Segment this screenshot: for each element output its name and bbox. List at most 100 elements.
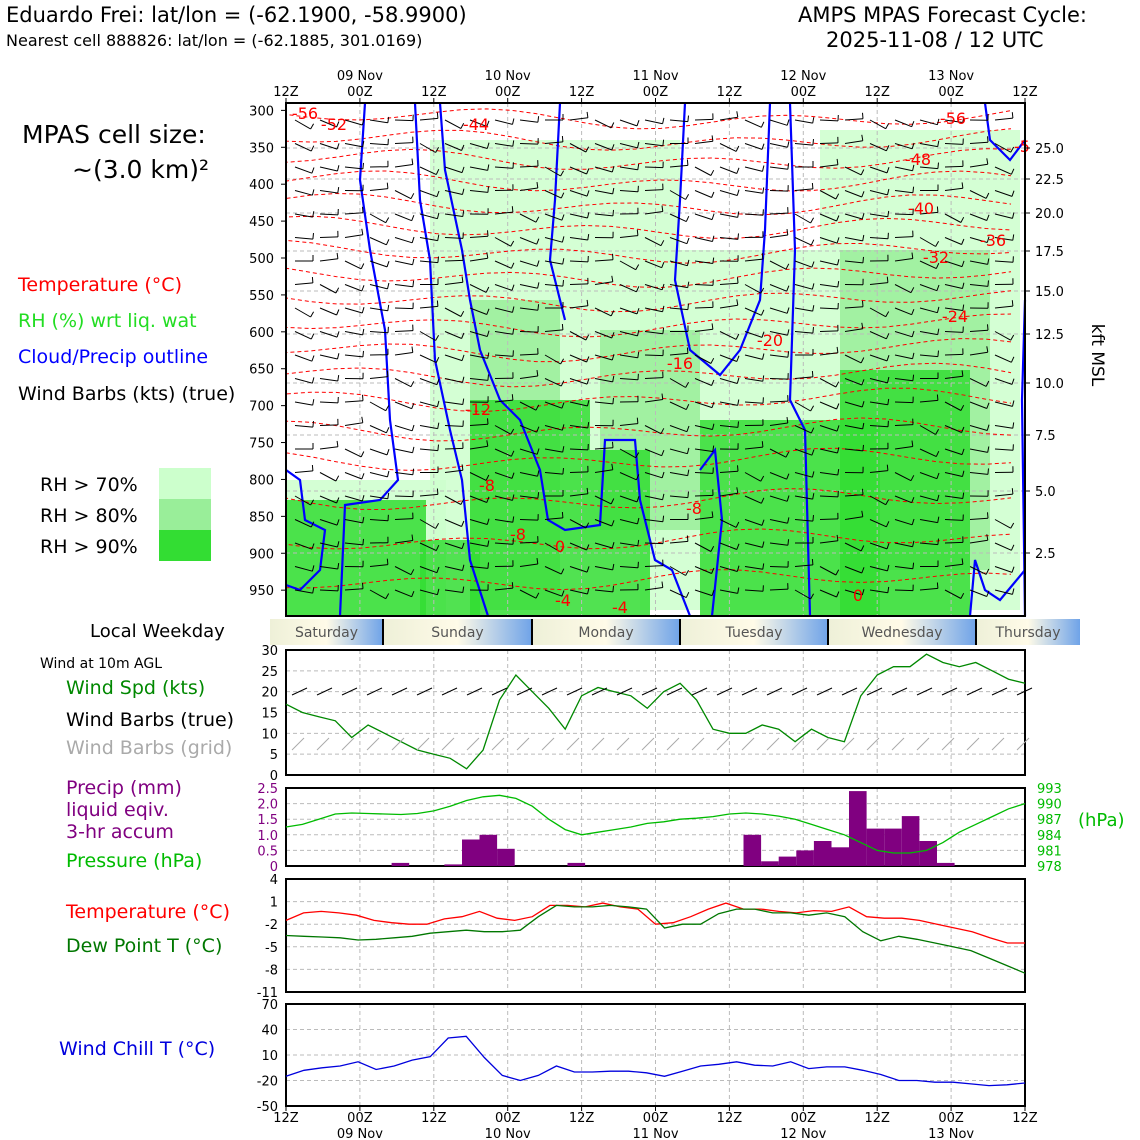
wind-barb-feather [486,330,490,337]
wind-barb [469,119,487,127]
wind-barb-feather [585,522,590,529]
wind-barb [994,213,1013,219]
wind-barb-feather [535,404,540,411]
wind-barb-true [416,687,433,696]
wind-barb-true [391,687,408,696]
wind-barb-feather [1011,566,1015,573]
wind-barb-feather [562,446,565,453]
wind-barb [719,354,737,362]
wind-barb [494,542,514,545]
wind-barb [769,588,789,591]
wind-barb-feather [662,139,665,146]
wind-barb-feather [337,353,340,360]
top-time-tick-label: 00Z [347,85,373,100]
wind-barb-grid [466,737,480,751]
temperature-contour-label: -56 [940,109,966,128]
wind-barb-true [591,687,608,696]
temperature-contour-label: -4 [612,598,628,617]
wind-barb-feather [611,166,615,173]
wind-barb [694,118,714,121]
wind-barb-feather [362,162,364,169]
wind-barb-feather [436,300,439,307]
wind-barb-feather [387,470,390,478]
wind-barb [919,472,938,480]
wind-barb [919,119,938,126]
wind-barb-feather [360,263,365,270]
wind-barb-feather [385,217,390,223]
wind-barb-feather [635,452,640,458]
wind-barb [569,260,589,263]
wind-barb-feather [811,283,815,290]
wind-barb-feather [962,304,965,311]
wind-barb-feather [436,112,439,119]
wind-barb [644,377,664,379]
pressure-tick-label: 300 [249,104,274,119]
wind-barb-feather [836,534,839,541]
wind-barb [644,237,662,247]
y-tick-label: 1 [270,896,278,911]
wind-barb-feather [386,558,389,565]
wind-barb [494,519,513,523]
wind-barb [569,448,589,451]
wind-barb [469,307,487,315]
wind-barb-feather [836,346,839,353]
temperature-contour-label: 0 [555,537,565,556]
top-date-label: 10 Nov [485,69,531,84]
wind-barb [969,517,989,520]
wind-barb-feather [587,400,590,407]
wind-barb-feather [786,417,789,424]
wind-barb [719,190,738,196]
y-tick-label: 70 [261,998,278,1013]
bottom-date-label: 09 Nov [337,1127,383,1140]
wind-barb-feather [686,425,690,432]
wind-barb [469,190,488,193]
weekday-band [828,619,976,645]
wind-barb [669,540,688,544]
wind-barb [294,190,313,196]
wind-barb [969,351,988,356]
wind-barb [519,495,538,499]
pressure-tick-label: 990 [1037,798,1062,813]
wind-barb [744,119,762,128]
wind-barb [394,330,414,332]
wind-barb [869,542,888,550]
wind-barb [894,589,914,592]
temperature-contour [285,128,1012,151]
wind-barb [994,260,1014,263]
wind-barb-feather [362,206,364,213]
wind-barb [444,401,463,405]
temp-series-label: Temperature (°C) [66,901,230,923]
wind-barb-feather [836,215,840,222]
wind-barb [994,237,1013,241]
weekday-label: Saturday [295,625,358,641]
wind-barb-feather [361,285,365,292]
wind-barb-feather [662,327,665,334]
wind-barb-feather [985,192,990,199]
wind-barb-feather [462,564,465,571]
temperature-contour-label: -8 [479,476,495,495]
wind-barb-feather [961,448,965,455]
wind-barb [819,448,838,454]
height-tick-label: 17.5 [1035,245,1064,260]
wind-barb [569,143,587,153]
wind-barb-feather [560,170,565,177]
wind-barb [869,166,888,174]
wind-barb-feather [712,445,715,452]
temperature-contour [285,569,1012,591]
wind-barb-feather [911,440,914,447]
wind-barb [544,425,563,431]
wind-barb [594,401,613,405]
wind-barb-feather [962,116,965,123]
wind-barb [819,378,837,388]
wind-barb-feather [586,378,590,385]
temperature-contour-label: -8 [510,525,526,544]
wind-barb [644,166,664,169]
wind-barb [419,117,438,121]
wind-barb-feather [586,111,589,118]
wind-barb-feather [711,323,714,330]
wind-barb [794,119,813,124]
wind-barb [669,352,688,356]
wind-barb-feather [537,304,540,311]
wind-barb-feather [937,516,940,523]
y-tick-label: -2 [265,918,278,933]
